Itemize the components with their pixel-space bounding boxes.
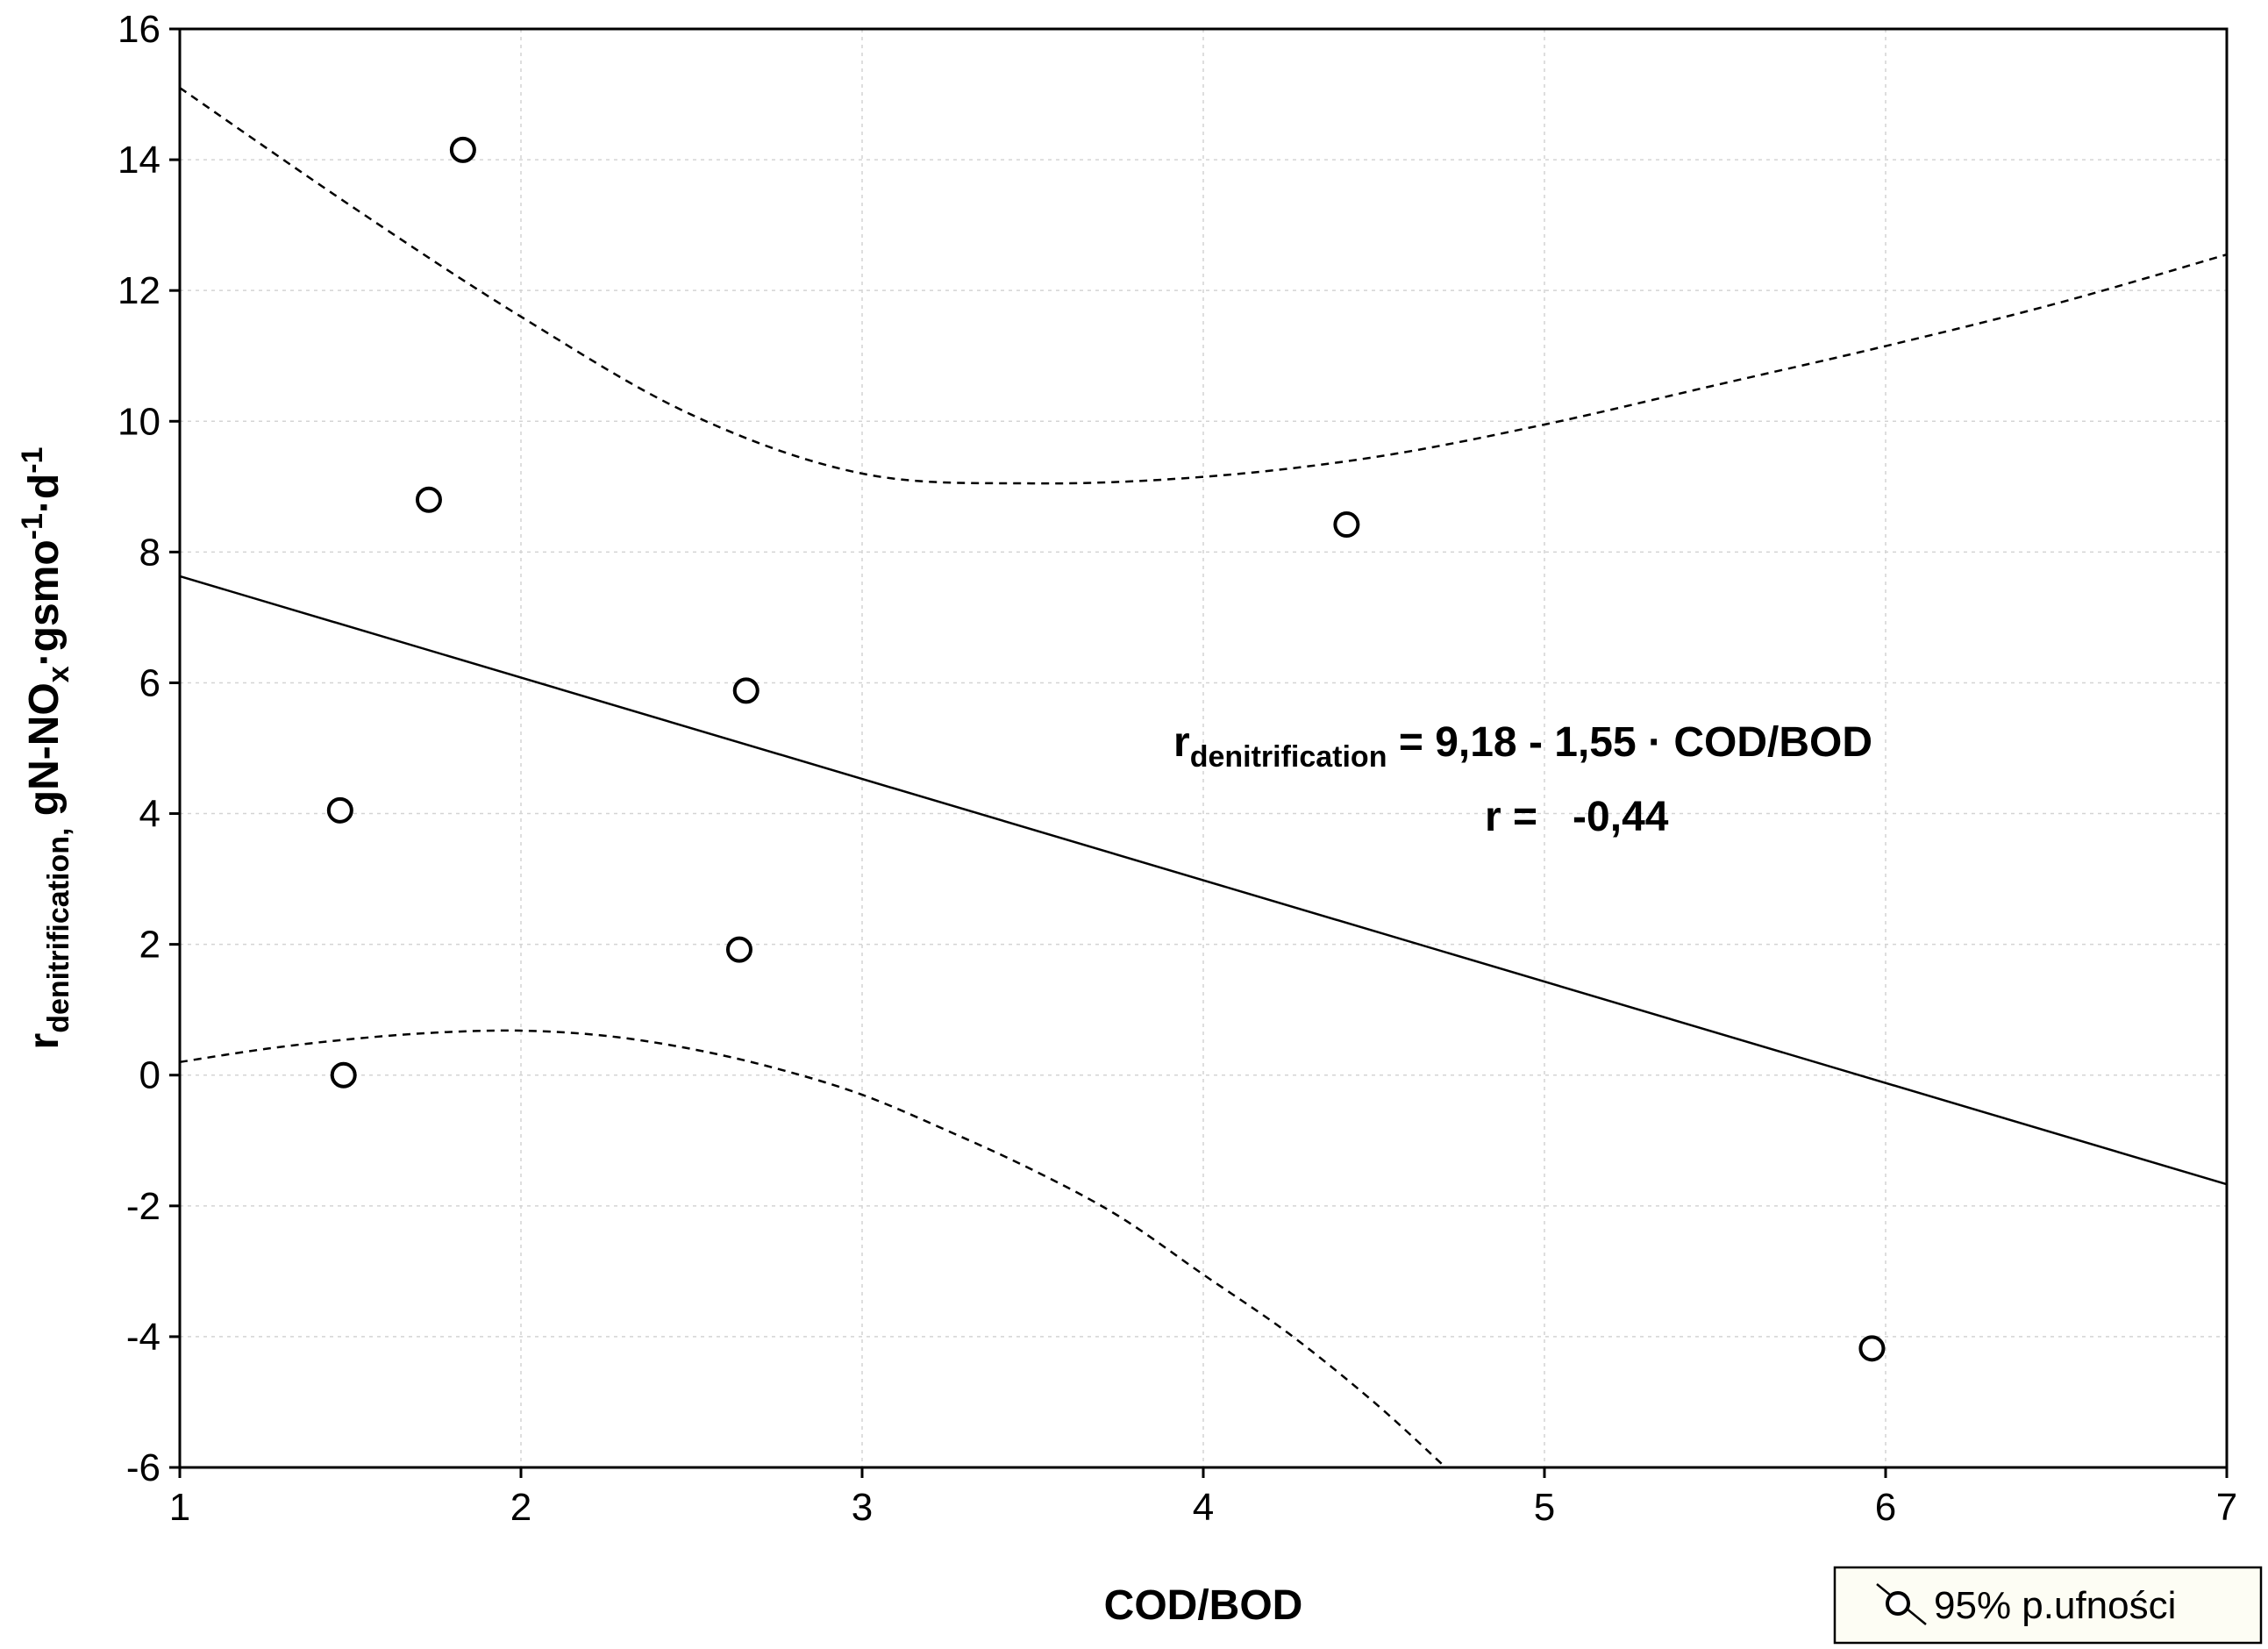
x-axis-title: COD/BOD: [1104, 1582, 1303, 1629]
y-tick-label: 2: [139, 924, 160, 967]
grid-lines: [180, 29, 2227, 1467]
y-tick-label: 16: [118, 8, 160, 51]
legend-marker-icon: [1886, 1591, 1910, 1616]
data-point: [732, 677, 760, 704]
y-axis-title: rdenitrification, gN-NOx·gsmo-1·d-1: [16, 447, 75, 1050]
data-point: [1858, 1335, 1886, 1362]
y-axis-title-unit-c-sup: -1: [16, 447, 49, 474]
y-axis-title-unit-a: gN-NO: [21, 682, 68, 827]
data-point: [449, 136, 476, 163]
y-axis-ticks: -6 -4 -2 0 2 4 6 8 10 12 14 16: [118, 8, 180, 1489]
y-axis-title-unit-c: ·d: [21, 474, 68, 513]
y-tick-label: 14: [118, 139, 160, 182]
equation-lhs: r: [1173, 719, 1190, 766]
data-point: [1333, 511, 1360, 539]
y-tick-label: 4: [139, 793, 160, 836]
y-tick-label: 10: [118, 400, 160, 443]
y-tick-label: 8: [139, 531, 160, 574]
y-axis-title-unit-b-sup: -1: [16, 513, 49, 539]
confidence-band-lower: [179, 1029, 1444, 1466]
y-tick-label: 0: [139, 1054, 160, 1097]
y-tick-label: 6: [139, 661, 160, 704]
y-axis-title-unit-b: ·gsmo: [21, 539, 68, 666]
x-tick-label: 1: [169, 1486, 190, 1529]
data-point: [330, 1061, 357, 1089]
y-axis-title-main-sub: denitrification,: [42, 828, 75, 1033]
x-tick-label: 3: [852, 1486, 873, 1529]
y-tick-label: 12: [118, 269, 160, 312]
y-tick-label: -4: [126, 1316, 160, 1359]
x-tick-label: 5: [1534, 1486, 1555, 1529]
data-points: [326, 136, 1886, 1362]
equation-rhs: = 9,18 - 1,55 · COD/BOD: [1387, 719, 1872, 766]
data-point: [725, 936, 752, 963]
y-axis-title-unit-a-sub: x: [42, 666, 75, 682]
y-tick-label: -2: [126, 1185, 160, 1228]
legend: 95% p.ufności: [1833, 1566, 2263, 1645]
y-axis-title-main: r: [21, 1033, 68, 1050]
confidence-band-upper: [179, 87, 2228, 485]
x-tick-label: 7: [2216, 1486, 2237, 1529]
x-axis-ticks: 1 2 3 4 5 6 7: [169, 1467, 2237, 1529]
y-tick-label: -6: [126, 1446, 160, 1489]
data-point: [326, 796, 353, 824]
correlation-coefficient: r = -0,44: [1485, 794, 1669, 840]
regression-line: [179, 575, 2228, 1186]
data-point: [415, 486, 442, 513]
equation-lhs-sub: denitrification: [1190, 740, 1387, 774]
regression-equation: rdenitrification = 9,18 - 1,55 · COD/BOD: [1173, 719, 1872, 774]
x-tick-label: 2: [510, 1486, 531, 1529]
x-tick-label: 4: [1193, 1486, 1214, 1529]
x-tick-label: 6: [1875, 1486, 1896, 1529]
legend-label: 95% p.ufności: [1934, 1584, 2176, 1627]
